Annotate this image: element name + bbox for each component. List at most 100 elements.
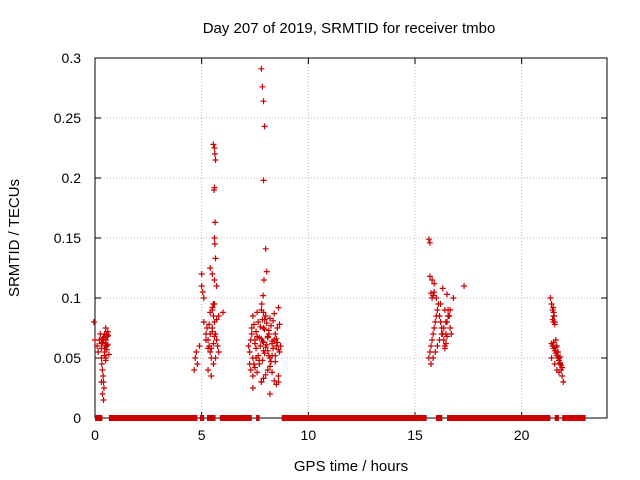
data-point xyxy=(432,349,439,355)
data-point xyxy=(204,325,210,331)
data-point xyxy=(431,325,438,331)
data-point xyxy=(254,309,261,316)
data-point xyxy=(211,151,218,157)
data-point xyxy=(210,340,217,347)
data-point xyxy=(100,385,107,391)
data-point xyxy=(260,339,267,346)
data-point xyxy=(210,361,217,367)
data-point xyxy=(212,255,219,262)
x-tick-label: 20 xyxy=(514,427,530,443)
data-point xyxy=(100,334,107,341)
data-point xyxy=(271,377,278,384)
data-point xyxy=(426,349,433,355)
data-point xyxy=(249,373,256,379)
data-point xyxy=(557,353,564,360)
data-point xyxy=(269,338,276,345)
data-point xyxy=(461,283,468,289)
data-point xyxy=(431,289,438,295)
zero-level-segment xyxy=(256,415,260,421)
zero-level-segment xyxy=(447,415,551,421)
data-point xyxy=(254,369,261,376)
y-tick-label: 0 xyxy=(73,410,81,426)
data-point xyxy=(248,325,255,331)
data-point xyxy=(277,343,284,349)
data-point xyxy=(261,316,268,323)
data-point xyxy=(214,343,221,349)
data-point xyxy=(102,325,109,331)
data-point xyxy=(262,371,269,378)
data-point xyxy=(256,361,263,367)
data-point xyxy=(104,341,111,348)
data-point xyxy=(209,271,216,277)
y-axis-label: SRMTID / TECUs xyxy=(6,179,23,297)
data-point xyxy=(442,340,449,347)
data-point xyxy=(249,313,256,319)
data-point xyxy=(105,351,112,358)
data-point xyxy=(426,273,433,280)
zero-level-marks xyxy=(95,415,586,421)
data-point xyxy=(261,350,268,357)
data-point xyxy=(437,319,444,325)
data-point xyxy=(98,379,105,385)
grid-lines xyxy=(95,58,607,418)
zero-level-segment xyxy=(207,415,216,421)
data-point xyxy=(260,309,267,316)
data-point xyxy=(246,361,253,367)
data-point xyxy=(259,338,266,345)
data-point xyxy=(266,391,273,397)
data-point xyxy=(205,345,212,352)
data-point xyxy=(444,333,450,340)
data-point xyxy=(438,331,445,337)
y-tick-label: 0.2 xyxy=(62,170,82,186)
data-point xyxy=(450,295,457,301)
data-point xyxy=(260,177,267,184)
data-point xyxy=(274,339,281,346)
x-tick-labels: 0 5 10 15 20 xyxy=(91,427,530,443)
data-point xyxy=(247,367,254,373)
data-point xyxy=(426,239,433,246)
data-point xyxy=(255,319,262,325)
data-point xyxy=(209,304,216,311)
data-point xyxy=(272,358,279,365)
x-tick-label: 0 xyxy=(91,427,99,443)
data-point xyxy=(194,361,201,367)
data-point xyxy=(437,301,444,307)
data-point xyxy=(556,357,562,364)
data-point xyxy=(264,367,271,373)
data-point xyxy=(551,321,558,328)
data-point xyxy=(213,337,220,343)
data-point xyxy=(428,361,434,367)
data-point xyxy=(100,397,107,403)
data-point xyxy=(90,319,97,325)
zero-level-segment xyxy=(219,415,252,421)
data-point xyxy=(98,340,105,347)
data-point xyxy=(94,343,101,349)
data-point xyxy=(556,369,562,376)
data-point xyxy=(549,343,556,349)
data-point xyxy=(212,157,219,163)
data-point xyxy=(551,313,558,319)
data-point xyxy=(446,313,453,319)
data-point xyxy=(105,332,112,339)
data-point xyxy=(210,301,217,307)
data-point xyxy=(276,349,283,355)
data-point xyxy=(270,345,277,352)
data-point xyxy=(275,304,282,311)
data-point xyxy=(245,343,252,349)
x-tick-label: 15 xyxy=(407,427,423,443)
data-point xyxy=(263,320,270,327)
data-point xyxy=(205,367,212,373)
data-point xyxy=(206,321,213,328)
data-point xyxy=(257,323,264,330)
data-point xyxy=(439,285,446,292)
data-point xyxy=(198,283,205,289)
data-point xyxy=(211,184,218,191)
zero-level-segment xyxy=(435,415,443,421)
data-point xyxy=(207,265,214,271)
data-point xyxy=(429,337,436,343)
chart-title: Day 207 of 2019, SRMTID for receiver tmb… xyxy=(203,20,496,37)
data-point xyxy=(215,349,222,355)
data-point xyxy=(258,301,265,307)
data-point xyxy=(275,373,282,379)
